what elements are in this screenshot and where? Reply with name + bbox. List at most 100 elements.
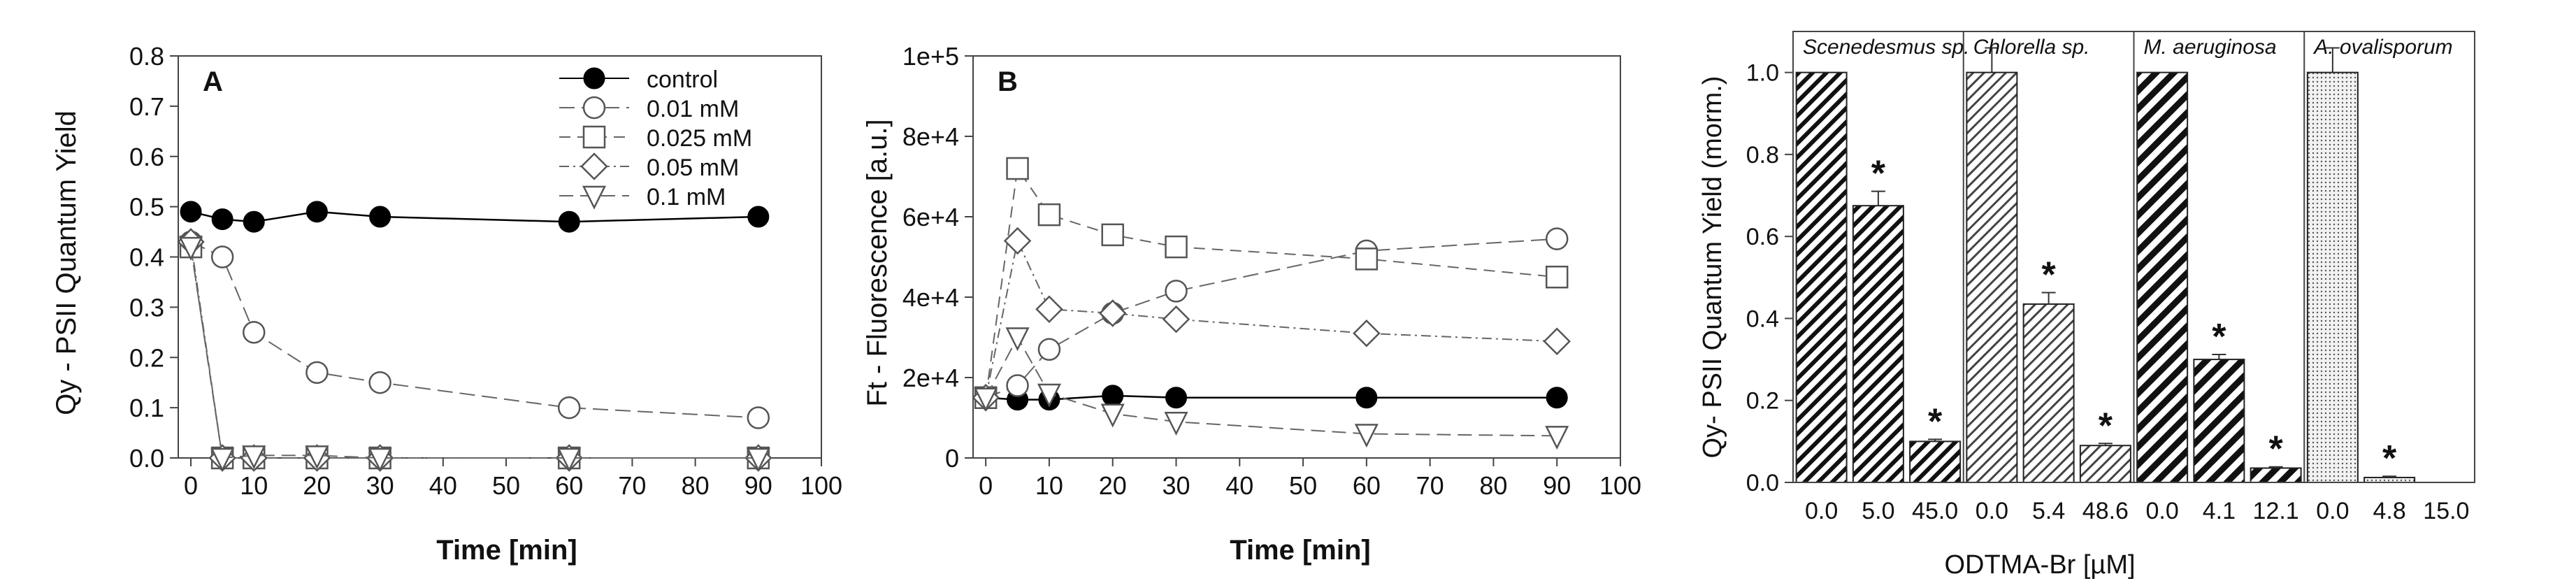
panel-a-series-line-4 bbox=[190, 246, 758, 459]
panel-c-group-label: M. aeruginosa bbox=[2144, 36, 2277, 59]
legend-marker bbox=[582, 185, 607, 210]
panel-b-series-0-point bbox=[1165, 387, 1188, 409]
panel-c-group-label: Chlorella sp. bbox=[1973, 36, 2090, 59]
panel-a-series-0-point bbox=[558, 210, 580, 233]
panel-b-series-3-point bbox=[1353, 319, 1381, 347]
panel-a-series-1-point bbox=[747, 406, 770, 429]
panel-b-xtick-label: 40 bbox=[1225, 471, 1253, 500]
panel-b-series-4-point bbox=[1037, 383, 1061, 408]
panel-a-series-4-point bbox=[368, 447, 392, 472]
panel-a-ytick-label: 0.3 bbox=[129, 293, 164, 322]
panel-b-series-4-point bbox=[1005, 327, 1030, 352]
panel-a-series-1-point bbox=[242, 321, 266, 344]
panel-b-series-0-point bbox=[1546, 387, 1568, 409]
panel-a-series-0-point bbox=[747, 206, 770, 228]
panel-c-bar bbox=[2136, 71, 2189, 484]
panel-b-ylabel: Ft - Fluorescence [a.u.] bbox=[862, 119, 893, 406]
panel-b-series-0-point bbox=[1355, 387, 1378, 409]
panel-b-series-line-0 bbox=[986, 394, 1557, 401]
panel-a-series-line-3 bbox=[190, 241, 758, 459]
panel-b-series-4-point bbox=[1354, 424, 1379, 448]
legend-label: 0.05 mM bbox=[647, 155, 739, 181]
panel-c-axes: 0.0 0.2 0.4 0.6 0.8 1.0 Scenedesmus sp. 0.0 5.0 4… bbox=[1746, 31, 2475, 524]
panel-b-xtick-label: 80 bbox=[1479, 471, 1507, 500]
panel-b-ytick-label: 0 bbox=[945, 444, 959, 473]
panel-b-series-1-point bbox=[1165, 280, 1188, 303]
panel-c-bar bbox=[1852, 205, 1904, 483]
panel-b-series-2-point bbox=[1037, 203, 1061, 227]
panel-c-bar bbox=[2022, 303, 2075, 483]
panel-c-category-label: 15.0 bbox=[2423, 498, 2469, 524]
panel-b-series-4-point bbox=[1164, 412, 1188, 436]
panel-b-series-1-point bbox=[1545, 227, 1569, 250]
panel-a-series-1-point bbox=[210, 245, 234, 268]
panel-b-series-0-point bbox=[1102, 385, 1124, 407]
panel-a-legend: control 0.01 mM 0.025 mM 0.05 mM 0.1 mM bbox=[559, 66, 752, 210]
panel-b-xtick-label: 90 bbox=[1543, 471, 1571, 500]
panel-c-ytick-label: 0.8 bbox=[1746, 142, 1779, 168]
panel-a: 0 10 20 30 40 50 60 70 80 90 100 0.0 0.1 0.2 0.3 0.4 0.5… bbox=[51, 42, 842, 566]
panel-a-series-0-point bbox=[243, 210, 265, 233]
legend-marker bbox=[583, 67, 605, 89]
panel-b: 0 10 20 30 40 50 60 70 80 90 100 0 2e+4 4e+4 6e+4 8e+4 1… bbox=[862, 42, 1641, 566]
panel-a-series-4-point bbox=[305, 445, 329, 470]
panel-b-xtick-label: 100 bbox=[1599, 471, 1641, 500]
panel-a-xtick-label: 60 bbox=[555, 471, 583, 500]
panel-a-xtick-label: 10 bbox=[240, 471, 268, 500]
panel-c-category-label: 4.1 bbox=[2203, 498, 2236, 524]
panel-c-bar bbox=[1795, 71, 1848, 484]
panel-a-xtick-label: 40 bbox=[429, 471, 457, 500]
panel-a-ylabel: Qy - PSII Quantum Yield bbox=[51, 110, 82, 415]
panel-a-xlabel: Time [min] bbox=[436, 535, 577, 566]
panel-b-ytick-label: 4e+4 bbox=[902, 283, 959, 312]
panel-c-significance-marker: * bbox=[2269, 429, 2284, 470]
panel-b-ytick-label: 2e+4 bbox=[902, 364, 959, 392]
panel-a-series-1-point bbox=[368, 371, 391, 394]
panel-a-series-4-point bbox=[746, 447, 770, 472]
panel-b-series-4-point bbox=[1100, 403, 1125, 428]
panel-b-series-1-point bbox=[1006, 374, 1029, 397]
panel-c-category-label: 5.4 bbox=[2032, 498, 2065, 524]
legend-label: 0.1 mM bbox=[647, 184, 726, 210]
panel-a-xtick-label: 30 bbox=[366, 471, 394, 500]
panel-b-series-3-point bbox=[1003, 227, 1032, 255]
panel-c-category-label: 48.6 bbox=[2082, 498, 2129, 524]
panel-b-series-3-point bbox=[1543, 327, 1571, 356]
legend-label: 0.01 mM bbox=[647, 96, 739, 122]
panel-b-series-line-3 bbox=[985, 238, 1557, 398]
panel-b-ytick-label: 1e+5 bbox=[902, 42, 959, 71]
panel-a-series-line-0 bbox=[190, 210, 758, 223]
panel-c-category-label: 12.1 bbox=[2253, 498, 2299, 524]
panel-b-ytick-label: 6e+4 bbox=[902, 203, 959, 231]
panel-c-bar bbox=[2193, 359, 2245, 483]
panel-b-series-3-point bbox=[1162, 305, 1190, 333]
panel-a-series-0-point bbox=[369, 206, 391, 228]
panel-b-series-2-point bbox=[1006, 157, 1029, 180]
panel-a-series-4-point bbox=[242, 445, 266, 470]
panel-b-series-line-4 bbox=[985, 336, 1557, 437]
panel-c: * * * * * * * 0.0 0.2 0.4 0.6 0.8 1.0 Scenedesmus sp… bbox=[1698, 31, 2475, 580]
panel-b-series-2-point bbox=[1101, 223, 1124, 247]
panel-a-series bbox=[177, 201, 772, 472]
panel-a-ytick-label: 0.2 bbox=[129, 343, 164, 372]
panel-a-ytick-label: 0.7 bbox=[129, 92, 164, 121]
panel-c-category-label: 0.0 bbox=[1976, 498, 2008, 524]
panel-a-ytick-label: 0.4 bbox=[129, 243, 164, 272]
panel-a-series-1-point bbox=[557, 396, 581, 419]
panel-a-series-line-2 bbox=[190, 246, 758, 459]
panel-c-bar bbox=[2250, 467, 2302, 484]
panel-a-xtick-label: 90 bbox=[744, 471, 772, 500]
panel-c-category-label: 0.0 bbox=[2316, 498, 2349, 524]
legend-marker bbox=[582, 125, 606, 149]
panel-b-xtick-label: 20 bbox=[1099, 471, 1127, 500]
panel-c-group-label: Scenedesmus sp. bbox=[1803, 36, 1969, 59]
panel-c-bar bbox=[1966, 71, 2018, 484]
panel-b-xtick-label: 30 bbox=[1162, 471, 1190, 500]
panel-c-significance-marker: * bbox=[1871, 154, 1886, 194]
panel-c-bar bbox=[1909, 440, 1962, 484]
panel-b-series-2-point bbox=[1165, 235, 1188, 259]
panel-a-xtick-label: 100 bbox=[800, 471, 842, 500]
panel-b-series-1-point bbox=[1037, 338, 1061, 361]
panel-c-bars: * * * * * * * bbox=[1795, 47, 2416, 484]
